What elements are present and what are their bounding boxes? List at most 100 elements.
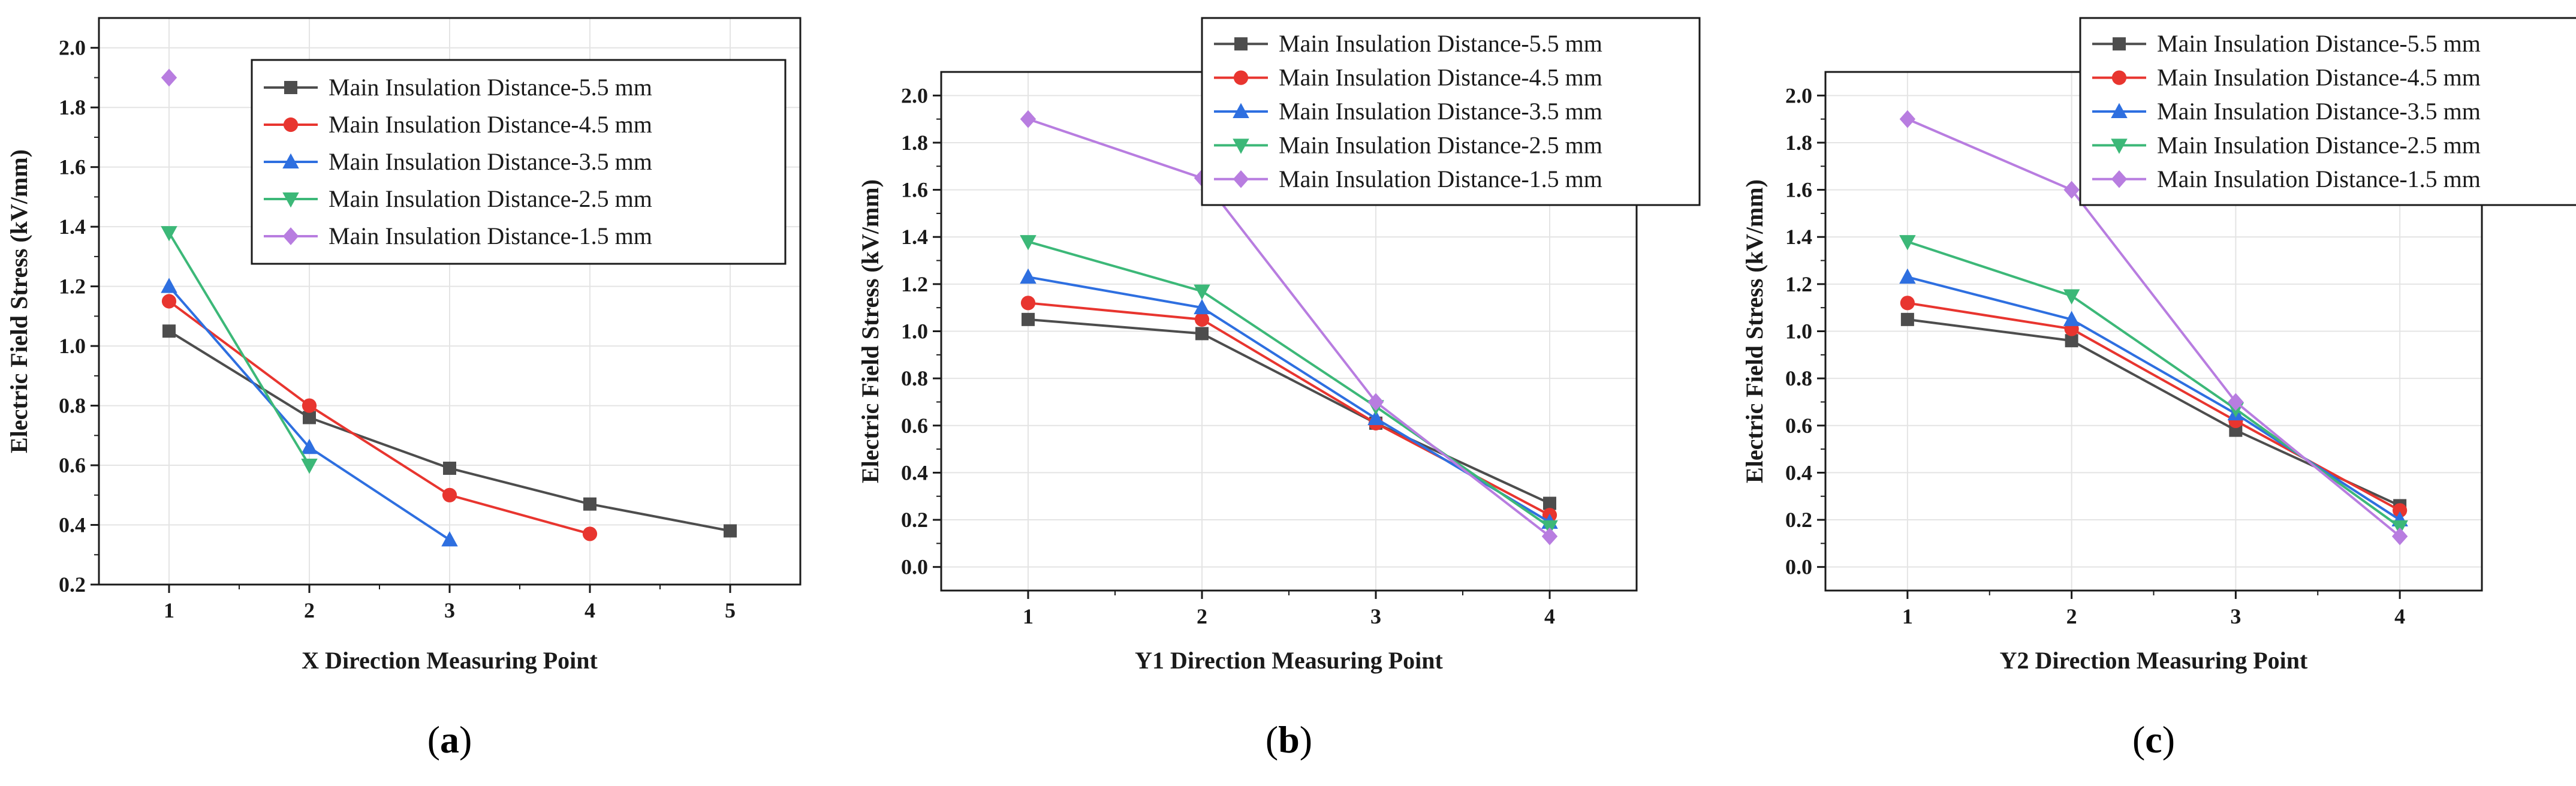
data-point [303,411,316,424]
legend-item: Main Insulation Distance-2.5 mm [2092,131,2481,158]
series-3 [1020,268,1558,529]
x-tick-label: 2 [1197,604,1207,628]
legend-label: Main Insulation Distance-1.5 mm [329,222,652,249]
legend-label: Main Insulation Distance-2.5 mm [1279,131,1602,158]
y-tick-label: 1.6 [59,155,86,179]
legend-item: Main Insulation Distance-4.5 mm [1214,64,1602,91]
x-tick-label: 4 [2394,604,2405,628]
legend-item: Main Insulation Distance-2.5 mm [264,185,652,212]
y-tick-label: 0.0 [901,555,928,579]
legend-label: Main Insulation Distance-4.5 mm [329,111,652,138]
y-tick-label: 0.8 [59,394,86,418]
legend-marker [1233,103,1249,118]
data-point [583,497,596,511]
x-tick-label: 5 [725,598,736,622]
series-3 [1899,268,2408,527]
legend-label: Main Insulation Distance-3.5 mm [2157,98,2481,125]
legend-box [1201,17,1701,206]
data-point [1195,327,1209,341]
y-tick-label: 1.8 [901,131,928,155]
series-5 [1899,110,2408,546]
x-axis-title: Y2 Direction Measuring Point [2000,647,2308,674]
series-line [168,300,590,535]
data-point [161,68,177,87]
legend-label: Main Insulation Distance-4.5 mm [2157,64,2481,91]
series-4 [1020,235,1558,536]
series-1 [1900,312,2407,513]
x-tick-label: 2 [2066,604,2077,628]
y-tick-label: 0.4 [1785,460,1812,484]
data-point [301,438,318,454]
x-tick-label: 1 [164,598,174,622]
data-point [161,294,177,309]
x-axis-title: X Direction Measuring Point [302,647,598,674]
data-point [1022,312,1035,326]
legend-marker [2111,103,2128,118]
x-tick-label: 1 [1902,604,1913,628]
data-point [1020,296,1036,311]
data-point [1543,496,1556,510]
legend-item: Main Insulation Distance-2.5 mm [1214,131,1602,158]
legend-item: Main Insulation Distance-4.5 mm [264,111,652,138]
legend: Main Insulation Distance-5.5 mm Main Insu… [251,59,787,265]
series-4 [161,226,318,474]
panel-caption: (b) [1266,718,1312,761]
legend-marker [282,192,299,208]
x-tick-label: 4 [1544,604,1555,628]
legend-marker [283,117,299,132]
y-tick-label: 1.2 [1785,272,1812,296]
legend-marker [2111,70,2127,85]
legend-item: Main Insulation Distance-3.5 mm [1214,98,1602,125]
x-tick-label: 3 [444,598,455,622]
y-tick-label: 1.6 [1785,178,1812,202]
legend-label: Main Insulation Distance-1.5 mm [1279,165,1602,192]
series-line [1907,318,2400,507]
legend-label: Main Insulation Distance-3.5 mm [329,148,652,175]
panel-caption: (c) [2132,718,2175,761]
legend-marker [282,153,299,168]
legend-item: Main Insulation Distance-5.5 mm [1214,30,1602,57]
legend-label: Main Insulation Distance-2.5 mm [329,185,652,212]
series-line [1028,276,1551,523]
y-tick-label: 0.4 [901,460,928,484]
x-tick-label: 3 [2230,604,2241,628]
y-tick-label: 0.8 [1785,366,1812,390]
x-tick-label: 4 [585,598,595,622]
y-tick-label: 1.4 [1785,225,1812,249]
x-tick-label: 1 [1023,604,1034,628]
y-tick-label: 0.2 [59,573,86,597]
data-point [2391,527,2408,546]
data-point [302,398,317,413]
data-point [724,524,737,538]
y-tick-label: 2.0 [59,36,86,60]
data-point [2063,180,2080,199]
y-tick-label: 1.0 [901,320,928,344]
x-axis-title: Y1 Direction Measuring Point [1135,647,1443,674]
legend-marker [2111,138,2128,154]
y-tick-label: 0.2 [1785,508,1812,532]
legend-item: Main Insulation Distance-4.5 mm [2092,64,2481,91]
data-point [2228,393,2244,411]
legend-item: Main Insulation Distance-3.5 mm [264,148,652,175]
data-point [1020,110,1037,128]
series-line [1907,118,2401,538]
data-point [1020,235,1037,251]
y-tick-label: 1.8 [59,95,86,119]
data-point [1899,268,1916,284]
data-point [2063,311,2080,326]
legend-item: Main Insulation Distance-3.5 mm [2092,98,2481,125]
data-point [1194,284,1210,300]
data-point [1367,393,1384,411]
data-point [1541,527,1558,546]
legend-item: Main Insulation Distance-5.5 mm [264,74,652,101]
y-tick-label: 1.8 [1785,131,1812,155]
y-tick-label: 1.2 [901,272,928,296]
legend-marker [1234,37,1248,51]
series-2 [161,294,598,541]
series-5 [161,68,177,87]
series-line [1028,302,1550,516]
y-tick-label: 0.8 [901,366,928,390]
y-tick-label: 0.4 [59,513,86,537]
series-3 [161,278,458,547]
legend-marker [1233,70,1249,85]
